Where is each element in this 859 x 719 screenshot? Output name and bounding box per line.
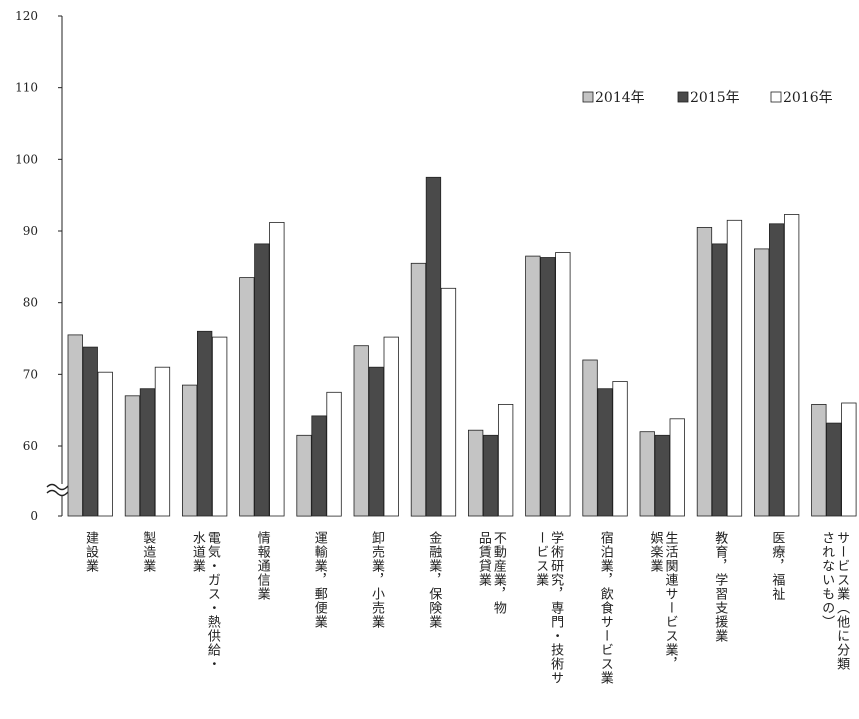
bar-1-4 <box>239 277 255 517</box>
bar-3-3 <box>211 336 228 517</box>
bar-2-2 <box>139 388 156 517</box>
bar-2-4 <box>254 243 270 517</box>
bar-1-13 <box>754 248 770 517</box>
legend-label: 2016年 <box>783 90 833 106</box>
x-tick-label: 水道業 <box>190 531 206 573</box>
x-tick-label: 教育，学習支援業 <box>712 530 728 643</box>
bar-3-13 <box>784 214 800 517</box>
legend-label: 2014年 <box>595 90 645 106</box>
bar-1-3 <box>181 384 198 517</box>
x-tick-label: 製造業 <box>140 531 156 573</box>
legend-swatch <box>582 91 594 103</box>
x-tick-label: 品賃貸業 <box>476 531 492 587</box>
bar-1-5 <box>296 434 312 517</box>
bar-3-5 <box>326 391 342 517</box>
bars <box>67 176 857 517</box>
y-tick-label: 60 <box>23 439 38 453</box>
bar-1-7 <box>410 262 427 517</box>
x-tick-label: サービス業（他に分類 <box>834 531 850 671</box>
bar-3-4 <box>269 221 285 517</box>
bar-1-2 <box>124 395 141 517</box>
y-tick-label: 100 <box>15 152 38 166</box>
x-tick-label: 不動産業，物 <box>491 531 507 615</box>
bar-2-11 <box>654 434 670 517</box>
x-tick-label: 娯楽業 <box>648 531 664 573</box>
bar-3-8 <box>497 403 514 517</box>
x-tick-label: 金融業，保険業 <box>426 530 442 629</box>
bar-2-8 <box>482 434 499 517</box>
bar-2-5 <box>311 415 327 517</box>
bar-2-9 <box>540 257 556 517</box>
y-tick-label: 110 <box>15 81 38 95</box>
x-tick-label: 学術研究，専門・技術サ <box>548 530 564 685</box>
bar-1-14 <box>811 403 827 517</box>
x-tick-label: 生活関連サービス業， <box>663 531 679 671</box>
bar-3-12 <box>726 219 743 517</box>
legend: 2014年 2015年 2016年 <box>582 90 833 106</box>
bar-2-1 <box>82 346 98 517</box>
bar-2-12 <box>711 243 728 517</box>
x-tick-label: 卸売業，小売業 <box>369 530 385 629</box>
legend-label: 2015年 <box>690 90 740 106</box>
bar-3-6 <box>383 336 399 517</box>
x-tick-label: 宿泊業，飲食サービス業 <box>598 530 614 685</box>
x-tick-label: ービス業 <box>533 531 549 587</box>
x-tick-label: されないもの） <box>819 531 835 629</box>
bar-2-10 <box>597 388 613 517</box>
y-tick-label: 120 <box>15 9 38 23</box>
bar-1-6 <box>353 345 369 517</box>
legend-swatch <box>770 91 782 103</box>
x-tick-label: 建設業 <box>83 531 99 573</box>
y-tick-label: 0 <box>30 509 38 523</box>
bar-3-9 <box>555 252 571 517</box>
x-tick-label: 運輸業，郵便業 <box>312 531 328 629</box>
bar-1-10 <box>582 359 598 517</box>
legend-swatch <box>677 91 689 103</box>
bar-3-2 <box>154 366 171 517</box>
x-tick-label: 医療，福祉 <box>769 531 785 601</box>
bar-2-14 <box>826 422 842 517</box>
y-tick-label: 70 <box>23 367 38 381</box>
bar-2-13 <box>769 223 785 517</box>
bar-2-7 <box>425 176 442 517</box>
x-tick-label: 電気・ガス・熱供給・ <box>205 531 221 671</box>
bar-2-6 <box>368 366 384 517</box>
bar-3-11 <box>669 418 685 517</box>
bar-1-12 <box>696 226 713 517</box>
x-axis-labels: 建設業 製造業 電気・ガス・熱供給・水道業 情報通信業 運輸業，郵便業 卸売業，小売業 金融… <box>83 530 850 685</box>
bar-2-3 <box>196 330 213 517</box>
bar-1-9 <box>525 255 541 517</box>
x-tick-label: 情報通信業 <box>255 531 271 601</box>
bar-1-1 <box>67 334 83 517</box>
bar-3-10 <box>612 381 628 517</box>
bar-3-1 <box>97 371 113 517</box>
bar-3-7 <box>440 287 457 517</box>
bar-1-11 <box>639 431 655 517</box>
bar-1-8 <box>467 429 484 517</box>
y-tick-label: 90 <box>23 224 38 238</box>
bar-3-14 <box>841 402 857 517</box>
y-tick-label: 80 <box>23 296 38 310</box>
